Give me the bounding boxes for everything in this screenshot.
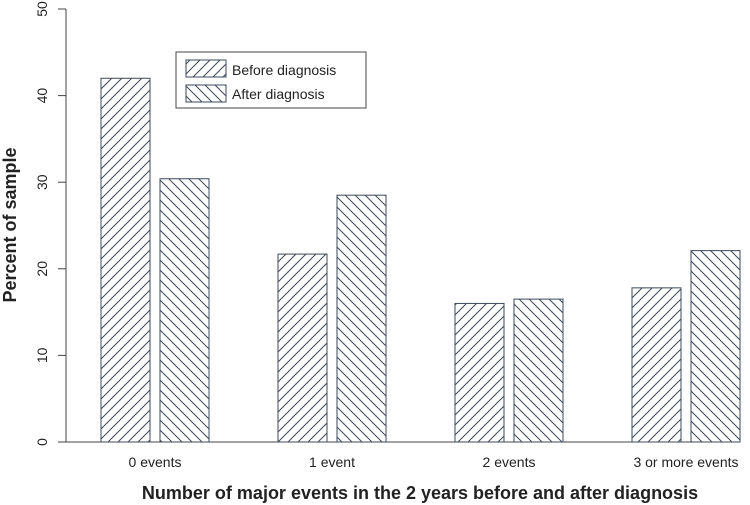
x-tick-label: 3 or more events	[633, 454, 738, 470]
bar-after-3	[690, 250, 741, 443]
legend-swatch-before	[185, 59, 227, 78]
bar-before-2	[454, 302, 505, 443]
x-tick-label: 2 events	[483, 454, 536, 470]
bar-after-0	[159, 178, 210, 443]
y-axis-title: Percent of sample	[0, 147, 20, 302]
y-tick-label: 0	[34, 438, 50, 446]
bar-before-0	[100, 77, 151, 443]
y-tick-label: 50	[34, 1, 50, 17]
x-axis: 0 events 1 event 2 events 3 or more events	[66, 441, 740, 470]
bars	[100, 77, 741, 443]
y-axis: 0 10 20 30 40 50	[34, 1, 67, 446]
x-axis-title: Number of major events in the 2 years be…	[142, 483, 698, 503]
bar-after-1	[336, 194, 387, 443]
x-tick-label: 1 event	[309, 454, 355, 470]
legend: Before diagnosis After diagnosis	[175, 51, 367, 109]
legend-label-before: Before diagnosis	[232, 62, 336, 78]
bar-before-1	[277, 253, 328, 443]
y-tick-label: 40	[34, 88, 50, 104]
y-tick-label: 10	[34, 347, 50, 363]
legend-swatch-after	[185, 84, 227, 103]
bar-after-2	[513, 298, 564, 443]
legend-label-after: After diagnosis	[232, 86, 325, 102]
y-tick-label: 30	[34, 174, 50, 190]
y-tick-label: 20	[34, 261, 50, 277]
bar-before-3	[631, 287, 682, 443]
x-tick-label: 0 events	[129, 454, 182, 470]
